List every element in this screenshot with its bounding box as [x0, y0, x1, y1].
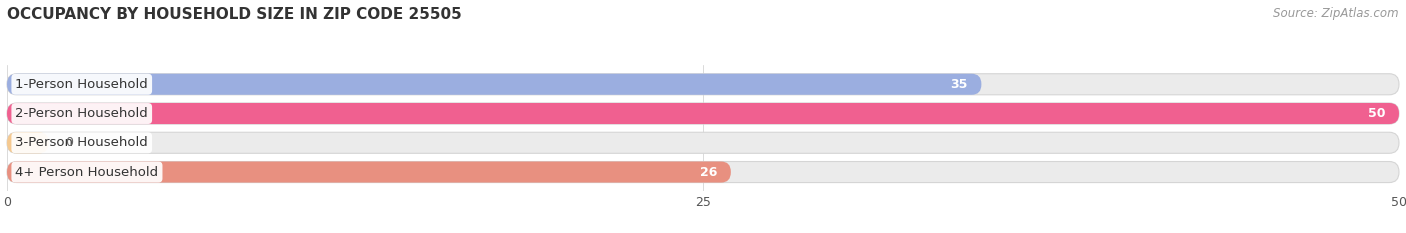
Text: 3-Person Household: 3-Person Household: [15, 136, 148, 149]
Text: 1-Person Household: 1-Person Household: [15, 78, 148, 91]
FancyBboxPatch shape: [7, 132, 1399, 153]
FancyBboxPatch shape: [7, 161, 731, 183]
Text: Source: ZipAtlas.com: Source: ZipAtlas.com: [1274, 7, 1399, 20]
FancyBboxPatch shape: [7, 132, 49, 153]
Text: 4+ Person Household: 4+ Person Household: [15, 165, 159, 178]
Text: 0: 0: [66, 136, 73, 149]
FancyBboxPatch shape: [7, 74, 1399, 95]
FancyBboxPatch shape: [7, 161, 1399, 183]
Text: 35: 35: [950, 78, 967, 91]
FancyBboxPatch shape: [7, 103, 1399, 124]
FancyBboxPatch shape: [7, 103, 1399, 124]
Text: OCCUPANCY BY HOUSEHOLD SIZE IN ZIP CODE 25505: OCCUPANCY BY HOUSEHOLD SIZE IN ZIP CODE …: [7, 7, 461, 22]
Text: 2-Person Household: 2-Person Household: [15, 107, 148, 120]
Text: 26: 26: [700, 165, 717, 178]
Text: 50: 50: [1368, 107, 1385, 120]
FancyBboxPatch shape: [7, 74, 981, 95]
